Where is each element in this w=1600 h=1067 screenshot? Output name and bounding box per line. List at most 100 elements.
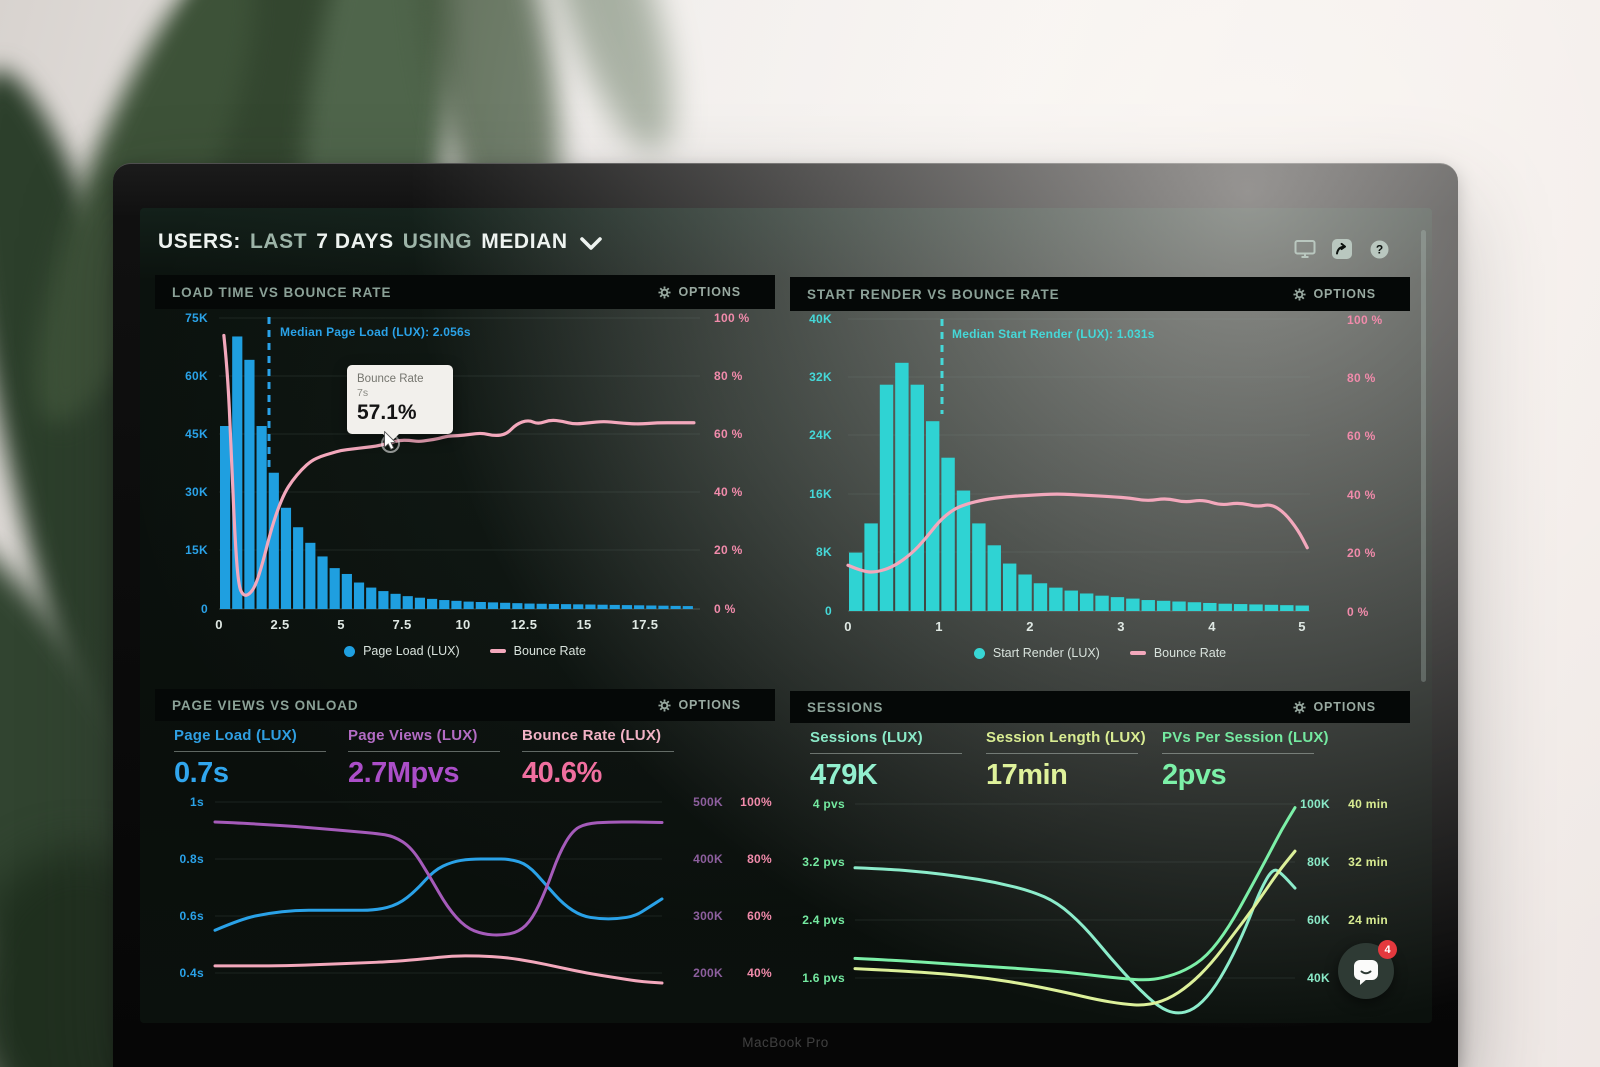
sessions-chart-area[interactable] <box>855 797 1295 1023</box>
panel-page-views-header: PAGE VIEWS VS ONLOAD OPTIONS <box>155 689 775 721</box>
axis-tick: 15 <box>576 617 592 632</box>
axis-tick: 80K <box>1307 855 1330 869</box>
axis-tick: 0 <box>825 604 832 618</box>
panel-title: PAGE VIEWS VS ONLOAD <box>172 697 359 713</box>
axis-tick: 500K <box>693 795 723 809</box>
bounce-rate-tooltip: Bounce Rate 7s 57.1% <box>347 365 453 442</box>
options-button[interactable]: OPTIONS <box>1287 691 1382 723</box>
legend-item: Bounce Rate <box>489 644 586 658</box>
panel-title: SESSIONS <box>807 699 884 715</box>
chat-launcher-button[interactable]: 4 <box>1338 940 1397 999</box>
tooltip-subtitle: 7s <box>357 387 369 399</box>
gear-icon <box>658 285 671 299</box>
laptop: USERS: LAST 7 DAYS USING MEDIAN ? <box>113 163 1458 1067</box>
axis-tick: 60K <box>185 369 208 383</box>
options-button[interactable]: OPTIONS <box>1287 277 1382 311</box>
metric-value: 479K <box>810 759 878 791</box>
axis-tick: 4 <box>1208 619 1216 634</box>
tooltip-value: 57.1% <box>357 401 417 424</box>
panel-sessions-header: SESSIONS OPTIONS <box>790 691 1410 723</box>
axis-tick: 40% <box>747 966 772 980</box>
metric-value: 2pvs <box>1162 759 1227 791</box>
axis-tick: 1s <box>190 795 204 809</box>
axis-tick: 4 pvs <box>812 797 845 811</box>
title-segment: MEDIAN <box>481 230 568 253</box>
start-render-chart-area[interactable] <box>848 319 1310 611</box>
title-segment: USERS: <box>158 230 241 253</box>
chevron-down-icon <box>579 236 602 250</box>
page-views-chart-area[interactable] <box>215 797 662 1023</box>
legend-dot-swatch <box>344 645 356 657</box>
metric-value: 17min <box>986 759 1068 791</box>
metric-bounce-rate: Bounce Rate (LUX) 40.6% <box>522 727 674 790</box>
axis-tick: 20 % <box>714 543 743 557</box>
metric-label: Bounce Rate (LUX) <box>522 727 662 744</box>
axis-tick: 20 % <box>1347 546 1376 560</box>
gear-icon <box>658 698 671 712</box>
axis-tick: 100 % <box>1347 313 1383 327</box>
options-button[interactable]: OPTIONS <box>652 275 747 309</box>
metric-page-load: Page Load (LUX) 0.7s <box>174 727 326 790</box>
metric-rule <box>522 751 674 752</box>
metric-rule <box>1162 753 1314 754</box>
axis-tick: 3 <box>1117 619 1125 634</box>
help-icon[interactable]: ? <box>1367 238 1391 260</box>
metric-rule <box>348 751 500 752</box>
legend-label: Start Render (LUX) <box>992 646 1100 660</box>
axis-tick: 32K <box>809 370 832 384</box>
legend-item: Bounce Rate <box>1129 646 1226 660</box>
gear-icon <box>1293 700 1306 714</box>
metric-page-views: Page Views (LUX) 2.7Mpvs <box>348 727 500 790</box>
axis-tick: 60 % <box>714 427 743 441</box>
options-button[interactable]: OPTIONS <box>652 689 747 721</box>
title-segment: LAST <box>249 230 308 253</box>
panel-start-render-header: START RENDER VS BOUNCE RATE OPTIONS <box>790 277 1410 311</box>
axis-tick: 5 <box>337 617 345 632</box>
axis-tick: 200K <box>693 966 723 980</box>
axis-tick: 10 <box>455 617 471 632</box>
macbook-branding: MacBook Pro <box>742 1035 829 1050</box>
axis-tick: 1 <box>935 619 943 634</box>
metric-rule <box>810 753 962 754</box>
axis-tick: 0 <box>215 617 223 632</box>
axis-tick: 32 min <box>1348 855 1388 869</box>
users-range-dropdown[interactable]: USERS: LAST 7 DAYS USING MEDIAN <box>158 230 602 254</box>
axis-tick: 60K <box>1307 913 1330 927</box>
metric-value: 40.6% <box>522 757 602 789</box>
legend-label: Bounce Rate <box>513 644 586 658</box>
axis-tick: 30K <box>185 485 208 499</box>
gear-icon <box>1293 287 1306 301</box>
metric-value: 0.7s <box>174 757 229 789</box>
axis-tick: 2 <box>1026 619 1034 634</box>
axis-tick: 400K <box>693 852 723 866</box>
load-time-chart-area[interactable] <box>219 317 700 609</box>
metric-rule <box>174 751 326 752</box>
panel-title: LOAD TIME VS BOUNCE RATE <box>172 284 392 300</box>
axis-tick: 40K <box>809 312 832 326</box>
axis-tick: 0 % <box>714 602 736 616</box>
legend-label: Page Load (LUX) <box>363 644 460 658</box>
axis-tick: 24 min <box>1348 913 1388 927</box>
display-icon[interactable] <box>1293 238 1317 260</box>
legend-dot-swatch <box>973 647 985 659</box>
axis-tick: 80% <box>747 852 772 866</box>
axis-tick: 60 % <box>1347 429 1376 443</box>
axis-tick: 100% <box>740 795 772 809</box>
axis-tick: 8K <box>816 545 832 559</box>
axis-tick: 24K <box>809 428 832 442</box>
vertical-scrollbar[interactable] <box>1421 230 1426 682</box>
axis-tick: 100K <box>1300 797 1330 811</box>
axis-tick: 0.4s <box>179 966 204 980</box>
chat-unread-badge: 4 <box>1378 940 1397 959</box>
metric-session-length: Session Length (LUX) 17min <box>986 729 1146 792</box>
axis-tick: 5 <box>1298 619 1306 634</box>
axis-tick: 1.6 pvs <box>802 971 845 985</box>
axis-tick: 40 min <box>1348 797 1388 811</box>
axis-tick: 0 % <box>1347 605 1369 619</box>
share-icon[interactable] <box>1330 238 1354 260</box>
metric-sessions: Sessions (LUX) 479K <box>810 729 962 792</box>
axis-tick: 300K <box>693 909 723 923</box>
legend-item: Page Load (LUX) <box>344 644 460 658</box>
legend-item: Start Render (LUX) <box>973 646 1100 660</box>
